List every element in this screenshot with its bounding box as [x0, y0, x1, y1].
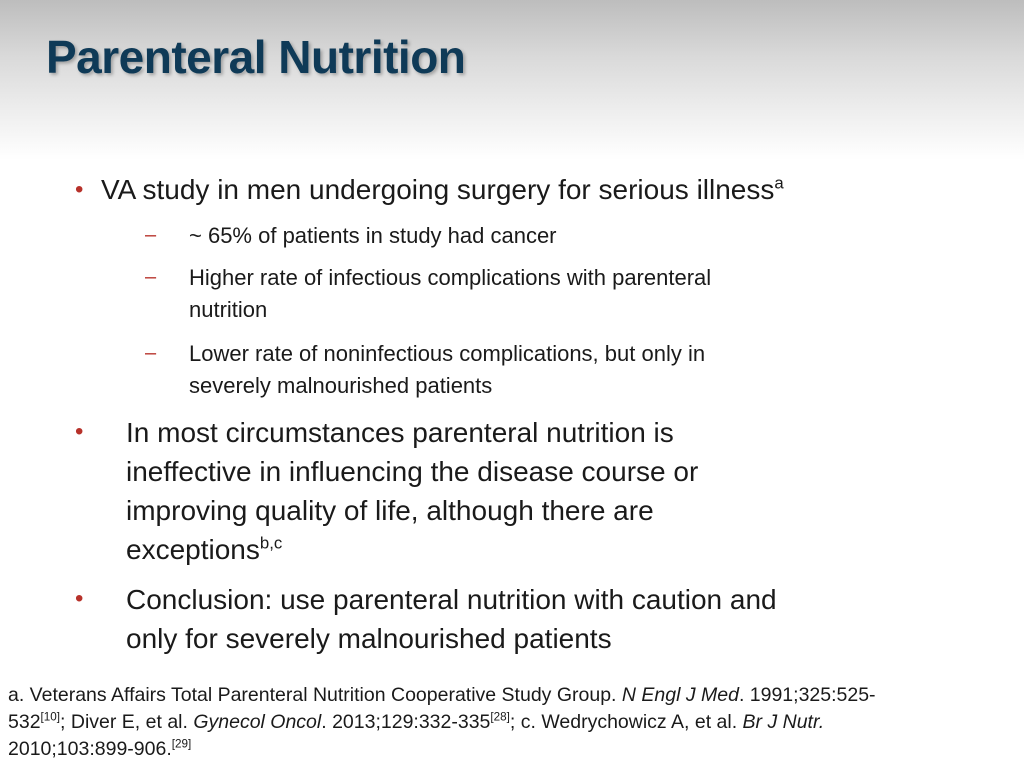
- ref-a-number: [10]: [40, 710, 61, 724]
- bullet-3-line-1: Conclusion: use parenteral nutrition wit…: [126, 584, 777, 615]
- ref-a-text: a. Veterans Affairs Total Parenteral Nut…: [8, 684, 622, 706]
- sub-bullet-2: Higher rate of infectious complications …: [189, 262, 711, 326]
- bullet-2-line-3: improving quality of life, although ther…: [126, 495, 654, 526]
- sub-bullet-2-line-2: nutrition: [189, 297, 268, 322]
- ref-a-cite-2: 532: [8, 711, 41, 733]
- bullet-marker: •: [75, 418, 84, 445]
- ref-b-cite: . 2013;129:332-335: [321, 711, 491, 733]
- bullet-2-line-4-text: exceptions: [126, 534, 260, 565]
- bullet-3-text: Conclusion: use parenteral nutrition wit…: [126, 580, 777, 658]
- ref-b-number: [28]: [490, 710, 510, 724]
- bullet-2-text: In most circumstances parenteral nutriti…: [126, 413, 698, 569]
- bullet-2-line-1: In most circumstances parenteral nutriti…: [126, 417, 674, 448]
- bullet-1-label: VA study in men undergoing surgery for s…: [101, 174, 775, 205]
- ref-a-cite: . 1991;325:525-: [738, 684, 876, 706]
- ref-c-cite: 2010;103:899-906.: [8, 738, 172, 760]
- references-footnote: a. Veterans Affairs Total Parenteral Nut…: [8, 682, 1020, 763]
- slide-title: Parenteral Nutrition: [46, 31, 466, 83]
- bullet-marker: •: [75, 585, 84, 612]
- dash-marker: –: [145, 266, 157, 288]
- ref-c-number: [29]: [171, 737, 192, 751]
- sub-bullet-2-line-1: Higher rate of infectious complications …: [189, 265, 712, 290]
- sub-bullet-3: Lower rate of noninfectious complication…: [189, 338, 705, 402]
- ref-b-text: ; Diver E, et al.: [60, 711, 194, 733]
- ref-b-journal: Gynecol Oncol: [193, 711, 322, 733]
- ref-c-journal: Br J Nutr.: [742, 711, 825, 733]
- bullet-3-line-2: only for severely malnourished patients: [126, 623, 612, 654]
- bullet-1-sup: a: [774, 173, 784, 193]
- sub-bullet-3-line-2: severely malnourished patients: [189, 373, 493, 398]
- ref-c-text: ; c. Wedrychowicz A, et al.: [509, 711, 743, 733]
- bullet-2-line-2: ineffective in influencing the disease c…: [126, 456, 699, 487]
- bullet-2-line-4: exceptionsb,c: [126, 530, 698, 569]
- sub-bullet-1: ~ 65% of patients in study had cancer: [189, 220, 557, 252]
- bullet-2-sup: b,c: [259, 533, 283, 553]
- sub-bullet-3-line-1: Lower rate of noninfectious complication…: [189, 341, 706, 366]
- sub-bullet-1-line: ~ 65% of patients in study had cancer: [189, 223, 557, 248]
- bullet-1-text: VA study in men undergoing surgery for s…: [101, 170, 784, 209]
- bullet-marker: •: [75, 176, 84, 203]
- header-band: [0, 0, 1024, 160]
- dash-marker: –: [145, 342, 157, 364]
- dash-marker: –: [145, 224, 157, 246]
- ref-a-journal: N Engl J Med: [621, 684, 739, 706]
